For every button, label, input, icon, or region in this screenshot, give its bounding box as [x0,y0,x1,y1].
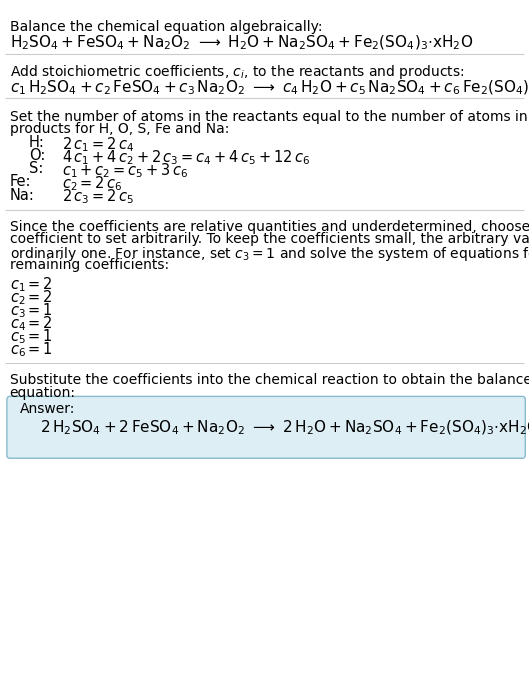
Text: Add stoichiometric coefficients, $c_i$, to the reactants and products:: Add stoichiometric coefficients, $c_i$, … [10,63,464,80]
Text: S:: S: [29,161,43,177]
Text: $c_6 = 1$: $c_6 = 1$ [10,340,52,359]
Text: $c_2 = 2\,c_6$: $c_2 = 2\,c_6$ [62,174,123,193]
Text: $\mathregular{H_2SO_4 + FeSO_4 + Na_2O_2}$$\ \longrightarrow\ $$\mathregular{H_2: $\mathregular{H_2SO_4 + FeSO_4 + Na_2O_2… [10,34,473,52]
FancyBboxPatch shape [7,396,525,458]
Text: remaining coefficients:: remaining coefficients: [10,258,169,271]
Text: equation:: equation: [10,386,76,400]
Text: $4\,c_1 + 4\,c_2 + 2\,c_3 = c_4 + 4\,c_5 + 12\,c_6$: $4\,c_1 + 4\,c_2 + 2\,c_3 = c_4 + 4\,c_5… [62,148,311,167]
Text: H:: H: [29,135,45,150]
Text: $c_2 = 2$: $c_2 = 2$ [10,288,52,306]
Text: $c_5 = 1$: $c_5 = 1$ [10,327,52,346]
Text: $c_4 = 2$: $c_4 = 2$ [10,314,52,333]
Text: products for H, O, S, Fe and Na:: products for H, O, S, Fe and Na: [10,122,229,136]
Text: Answer:: Answer: [20,402,76,416]
Text: O:: O: [29,148,45,164]
Text: ordinarily one. For instance, set $c_3 = 1$ and solve the system of equations fo: ordinarily one. For instance, set $c_3 =… [10,245,529,262]
Text: Set the number of atoms in the reactants equal to the number of atoms in the: Set the number of atoms in the reactants… [10,110,529,124]
Text: Fe:: Fe: [10,174,31,190]
Text: $2\,c_3 = 2\,c_5$: $2\,c_3 = 2\,c_5$ [62,188,134,206]
Text: $c_1 + c_2 = c_5 + 3\,c_6$: $c_1 + c_2 = c_5 + 3\,c_6$ [62,161,189,180]
Text: Balance the chemical equation algebraically:: Balance the chemical equation algebraica… [10,20,322,34]
Text: coefficient to set arbitrarily. To keep the coefficients small, the arbitrary va: coefficient to set arbitrarily. To keep … [10,232,529,246]
Text: $2\,\mathregular{H_2SO_4} + 2\,\mathregular{FeSO_4} + \mathregular{Na_2O_2}$$\ \: $2\,\mathregular{H_2SO_4} + 2\,\mathregu… [40,419,529,438]
Text: Since the coefficients are relative quantities and underdetermined, choose a: Since the coefficients are relative quan… [10,220,529,234]
Text: $c_3 = 1$: $c_3 = 1$ [10,301,52,319]
Text: $c_1\,\mathregular{H_2SO_4} + c_2\,\mathregular{FeSO_4} + c_3\,\mathregular{Na_2: $c_1\,\mathregular{H_2SO_4} + c_2\,\math… [10,78,529,97]
Text: $2\,c_1 = 2\,c_4$: $2\,c_1 = 2\,c_4$ [62,135,135,154]
Text: Na:: Na: [10,188,34,203]
Text: $c_1 = 2$: $c_1 = 2$ [10,275,52,293]
Text: Substitute the coefficients into the chemical reaction to obtain the balanced: Substitute the coefficients into the che… [10,373,529,387]
